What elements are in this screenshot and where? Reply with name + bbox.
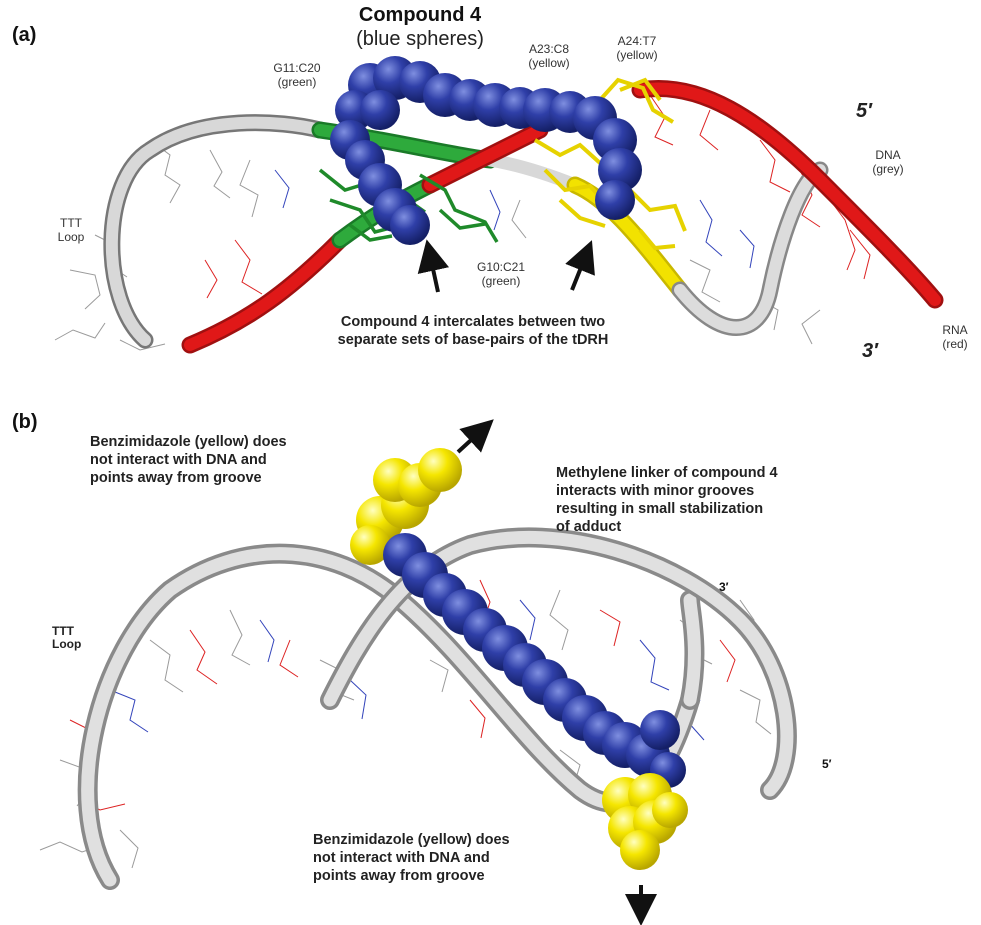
label-dna: DNA (grey) bbox=[872, 148, 904, 176]
compound-title: Compound 4 bbox=[358, 4, 482, 26]
panel-b-label: (b) bbox=[12, 411, 38, 433]
panel-b-three-prime: 3′ bbox=[719, 580, 729, 594]
panel-a-structure bbox=[54, 56, 944, 354]
panel-a-arrows bbox=[417, 239, 595, 293]
benzimidazole-top-spheres bbox=[350, 448, 462, 565]
panel-b-arrows bbox=[456, 419, 657, 925]
panel-a-three-prime: 3′ bbox=[862, 340, 878, 362]
label-a24-t7: A24:T7 (yellow) bbox=[616, 34, 658, 62]
panel-a-five-prime: 5′ bbox=[856, 100, 872, 122]
compound-4-spheres-b bbox=[383, 533, 686, 788]
panel-a-caption: Compound 4 intercalates between two sepa… bbox=[337, 314, 609, 348]
label-a23-c8: A23:C8 (yellow) bbox=[528, 42, 570, 70]
panel-a-ttt-loop: TTT Loop bbox=[57, 216, 85, 244]
benzimidazole-bottom-spheres bbox=[602, 773, 688, 870]
panel-b-five-prime: 5′ bbox=[822, 757, 832, 771]
compound-4-spheres-a bbox=[330, 56, 642, 245]
panel-a-label: (a) bbox=[12, 24, 37, 46]
note-benzimidazole-top: Benzimidazole (yellow) does not interact… bbox=[90, 434, 287, 486]
label-g11-c20: G11:C20 (green) bbox=[273, 61, 321, 89]
panel-b-ttt-loop: TTT Loop bbox=[52, 624, 82, 651]
compound-subtitle: (blue spheres) bbox=[356, 28, 484, 50]
label-g10-c21: G10:C21 (green) bbox=[476, 260, 526, 288]
note-benzimidazole-bottom: Benzimidazole (yellow) does not interact… bbox=[313, 832, 510, 884]
panel-b-structure bbox=[39, 419, 797, 925]
note-methylene-linker: Methylene linker of compound 4 interacts… bbox=[556, 465, 778, 535]
label-rna: RNA (red) bbox=[942, 323, 968, 351]
